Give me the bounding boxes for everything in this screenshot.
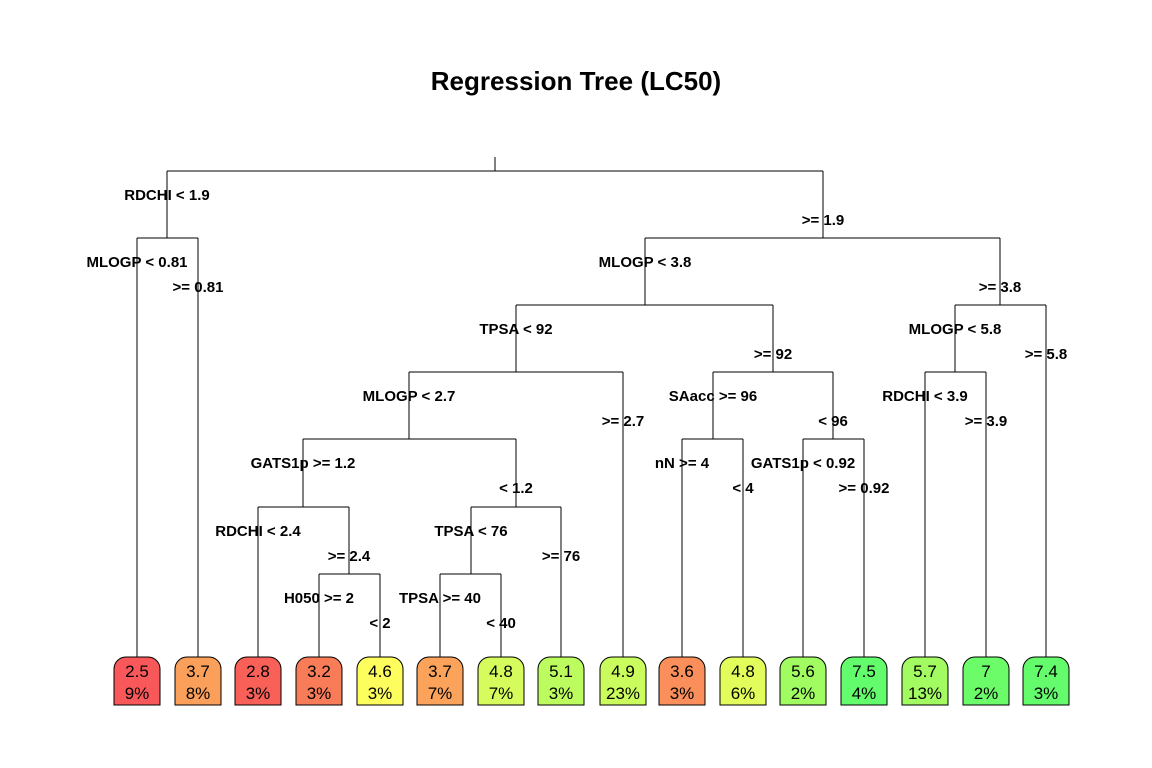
split-label-left-s15: TPSA >= 40 [399,590,481,607]
leaf-value: 4.6 [368,662,392,681]
leaf-percent: 13% [908,684,942,703]
leaf-value: 4.8 [731,662,755,681]
leaf-box-base [658,691,706,706]
split-label-left-s10: nN >= 4 [655,455,710,472]
split-label-right-s3: >= 3.8 [979,279,1022,296]
split-label-right-s14: < 2 [369,615,390,632]
leaf-percent: 7% [489,684,514,703]
leaf-node: 3.63% [658,656,706,706]
leaf-box-base [840,691,888,706]
split-label-left-s4: TPSA < 92 [479,321,552,338]
leaf-box-base [477,691,525,706]
leaf-node: 5.62% [779,656,827,706]
split-label-right-s11: >= 0.92 [839,480,890,497]
leaf-node: 4.86% [719,656,767,706]
leaf-value: 3.6 [670,662,694,681]
leaf-value: 3.7 [186,662,210,681]
leaf-node: 5.713% [901,656,949,706]
split-label-left-s12: RDCHI < 2.4 [215,523,301,540]
leaf-node: 3.78% [174,656,222,706]
leaf-node: 3.77% [416,656,464,706]
leaf-box-base [719,691,767,706]
split-label-left-s11: GATS1p < 0.92 [751,455,855,472]
leaf-node: 5.13% [537,656,585,706]
split-label-left-s8: RDCHI < 3.9 [882,388,967,405]
leaf-box-base [901,691,949,706]
leaf-value: 7.4 [1034,662,1058,681]
leaf-value: 3.2 [307,662,331,681]
leaf-percent: 2% [791,684,816,703]
leaf-percent: 3% [670,684,695,703]
leaf-value: 4.8 [489,662,513,681]
leaf-box-base [779,691,827,706]
leaf-value: 5.6 [791,662,815,681]
leaf-percent: 6% [731,684,756,703]
leaf-node: 2.83% [234,656,282,706]
leaf-box-base [356,691,404,706]
split-label-left-s3: MLOGP < 3.8 [599,254,692,271]
leaf-box-base [537,691,585,706]
split-label-right-s13: >= 76 [542,548,580,565]
leaf-value: 2.8 [246,662,270,681]
leaf-box-base [113,691,161,706]
leaf-value: 3.7 [428,662,452,681]
split-label-right-s10: < 4 [732,480,754,497]
split-label-right-s15: < 40 [486,615,516,632]
leaf-box-base [174,691,222,706]
leaf-value: 7 [981,662,990,681]
leaf-box-base [962,691,1010,706]
leaf-box-base [416,691,464,706]
leaf-node: 4.63% [356,656,404,706]
leaf-box-base [599,691,647,706]
leaf-percent: 3% [549,684,574,703]
split-label-right-s12: >= 2.4 [328,548,371,565]
leaf-value: 2.5 [125,662,149,681]
leaf-box-base [1022,691,1070,706]
leaf-percent: 3% [368,684,393,703]
leaf-node: 4.923% [599,656,647,706]
leaf-node: 7.43% [1022,656,1070,706]
split-label-left-s1: RDCHI < 1.9 [124,187,209,204]
split-label-left-s14: H050 >= 2 [284,590,354,607]
split-label-left-s2: MLOGP < 0.81 [86,254,187,271]
split-label-right-s6: >= 2.7 [602,413,645,430]
leaf-node: 4.87% [477,656,525,706]
leaf-nodes: 2.59%3.78%2.83%3.23%4.63%3.77%4.87%5.13%… [113,656,1070,706]
split-label-right-s8: >= 3.9 [965,413,1008,430]
leaf-percent: 2% [974,684,999,703]
split-label-left-s9: GATS1p >= 1.2 [251,455,356,472]
leaf-value: 4.9 [611,662,635,681]
leaf-node: 3.23% [295,656,343,706]
tree-title: Regression Tree (LC50) [431,66,721,96]
leaf-percent: 3% [1034,684,1059,703]
split-label-left-s13: TPSA < 76 [434,523,507,540]
leaf-percent: 23% [606,684,640,703]
split-label-left-s5: MLOGP < 5.8 [909,321,1002,338]
leaf-node: 72% [962,656,1010,706]
split-label-right-s5: >= 5.8 [1025,346,1068,363]
leaf-percent: 4% [852,684,877,703]
leaf-box-base [234,691,282,706]
split-label-left-s6: MLOGP < 2.7 [363,388,456,405]
split-label-right-s9: < 1.2 [499,480,533,497]
leaf-percent: 8% [186,684,211,703]
split-label-right-s2: >= 0.81 [173,279,224,296]
split-label-left-s7: SAacc >= 96 [669,388,757,405]
leaf-percent: 3% [246,684,271,703]
leaf-percent: 9% [125,684,150,703]
leaf-box-base [295,691,343,706]
split-label-right-s1: >= 1.9 [802,212,845,229]
leaf-percent: 3% [307,684,332,703]
tree-edges [136,157,1047,657]
leaf-percent: 7% [428,684,453,703]
split-label-right-s7: < 96 [818,413,848,430]
split-label-right-s4: >= 92 [754,346,792,363]
leaf-value: 5.7 [913,662,937,681]
leaf-node: 2.59% [113,656,161,706]
leaf-value: 7.5 [852,662,876,681]
leaf-node: 7.54% [840,656,888,706]
leaf-value: 5.1 [549,662,573,681]
split-labels: RDCHI < 1.9 >= 1.9 MLOGP < 0.81 >= 0.81 MLOG… [86,187,1067,632]
